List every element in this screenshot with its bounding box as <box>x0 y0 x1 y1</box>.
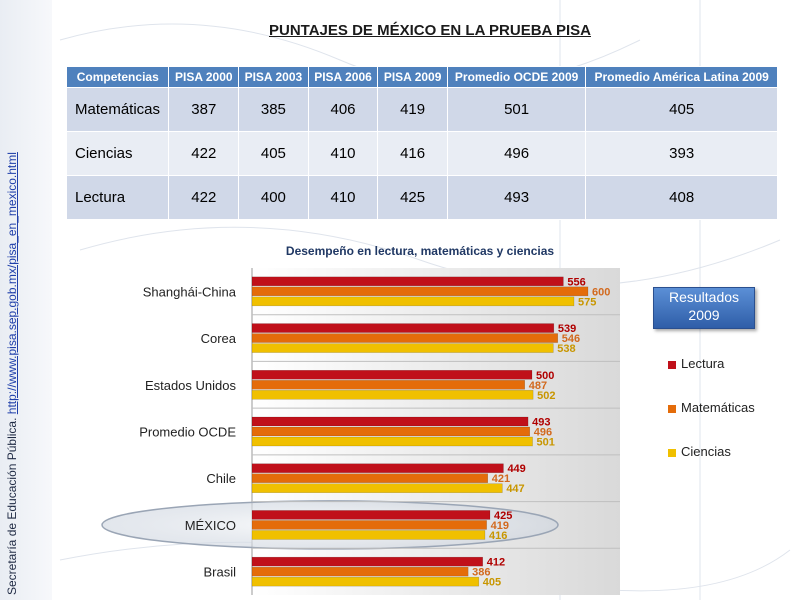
legend-item-lectura: Lectura <box>668 356 724 371</box>
data-label: 502 <box>537 390 555 402</box>
table-cell: 406 <box>307 87 379 133</box>
bar <box>251 473 489 483</box>
table-cell: Lectura <box>65 175 170 220</box>
table-cell: 501 <box>446 87 587 133</box>
data-label: 425 <box>494 510 512 522</box>
category-label: Corea <box>201 331 237 346</box>
legend-item-ciencias: Ciencias <box>668 444 731 459</box>
header-pisa-2006: PISA 2006 <box>307 65 379 89</box>
data-label: 405 <box>483 577 501 589</box>
legend-label-ciencias: Ciencias <box>681 444 731 459</box>
table-cell: 385 <box>238 87 309 133</box>
table-cell: Matemáticas <box>65 87 170 133</box>
bar <box>251 436 533 447</box>
data-label: 449 <box>507 463 525 475</box>
bar <box>251 483 503 493</box>
table-cell: 416 <box>377 131 448 177</box>
header-competencias: Competencias <box>65 65 170 89</box>
left-bar: Secretaría de Educación Pública. http://… <box>0 0 52 600</box>
legend-swatch-lectura <box>668 360 676 369</box>
bar <box>251 343 554 353</box>
data-label: 487 <box>529 380 547 392</box>
table-cell: 405 <box>585 87 778 133</box>
table-row: Lectura 422 400 410 425 493 408 <box>65 175 778 220</box>
legend-label-matematicas: Matemáticas <box>681 400 755 415</box>
legend-label-lectura: Lectura <box>681 356 725 371</box>
data-label: 546 <box>562 333 580 345</box>
table-header-row: Competencias PISA 2000 PISA 2003 PISA 20… <box>65 65 778 89</box>
bar <box>251 520 487 530</box>
bar <box>251 426 531 437</box>
bar <box>251 380 525 390</box>
data-label: 496 <box>534 427 552 439</box>
bar <box>251 576 480 587</box>
table-cell: 400 <box>238 175 309 220</box>
table-cell: 419 <box>377 87 448 133</box>
data-label: 556 <box>567 276 585 288</box>
legend-swatch-ciencias <box>668 448 676 457</box>
bar <box>251 333 559 343</box>
header-promedio-america-latina: Promedio América Latina 2009 <box>585 65 778 89</box>
bar <box>251 276 564 287</box>
data-label: 575 <box>578 296 596 308</box>
data-label: 539 <box>558 323 576 335</box>
data-label: 416 <box>489 530 507 542</box>
bar <box>251 286 589 297</box>
data-label: 447 <box>506 483 524 495</box>
category-label: Chile <box>206 471 236 486</box>
bar <box>251 416 529 427</box>
table-cell: 393 <box>585 131 778 177</box>
header-pisa-2009: PISA 2009 <box>377 65 448 89</box>
bar <box>251 370 533 380</box>
data-label: 500 <box>536 370 554 382</box>
results-2009-box: Resultados 2009 <box>653 287 755 329</box>
table-cell: 422 <box>168 175 240 220</box>
bar <box>251 566 469 577</box>
data-label: 419 <box>491 520 509 532</box>
data-label: 538 <box>557 343 575 355</box>
bar <box>251 390 534 400</box>
legend-swatch-matematicas <box>668 404 676 413</box>
bar <box>251 510 491 520</box>
data-label: 421 <box>492 473 510 485</box>
category-label: Brasil <box>203 565 236 580</box>
table-row: Ciencias 422 405 410 416 496 393 <box>65 131 778 177</box>
data-label: 412 <box>487 557 505 569</box>
header-pisa-2000: PISA 2000 <box>168 65 240 89</box>
chart-title: Desempeño en lectura, matemáticas y cien… <box>285 244 555 258</box>
table-cell: 422 <box>168 131 240 177</box>
bar <box>251 530 486 540</box>
category-label: Shanghái-China <box>143 284 237 299</box>
header-promedio-ocde: Promedio OCDE 2009 <box>446 65 587 89</box>
table-cell: 387 <box>168 87 240 133</box>
bar <box>251 323 555 333</box>
data-label: 493 <box>532 417 550 429</box>
table-cell: 493 <box>446 175 587 220</box>
bar <box>251 556 483 567</box>
page-title: PUNTAJES DE MÉXICO EN LA PRUEBA PISA <box>269 22 591 39</box>
category-label: MÉXICO <box>185 518 236 533</box>
bar <box>251 296 575 307</box>
table-cell: 496 <box>446 131 587 177</box>
bar <box>251 463 504 473</box>
table-cell: 408 <box>585 175 778 220</box>
table-cell: 410 <box>307 175 379 220</box>
table-cell: Ciencias <box>65 131 170 177</box>
legend-item-matematicas: Matemáticas <box>668 400 755 415</box>
data-label: 386 <box>472 567 490 579</box>
data-label: 600 <box>592 286 610 298</box>
table-row: Matemáticas 387 385 406 419 501 405 <box>65 87 778 133</box>
data-label: 501 <box>537 437 555 449</box>
category-label: Estados Unidos <box>145 378 237 393</box>
category-label: Promedio OCDE <box>139 425 236 440</box>
scores-table: Competencias PISA 2000 PISA 2003 PISA 20… <box>65 65 778 220</box>
table-cell: 425 <box>377 175 448 220</box>
